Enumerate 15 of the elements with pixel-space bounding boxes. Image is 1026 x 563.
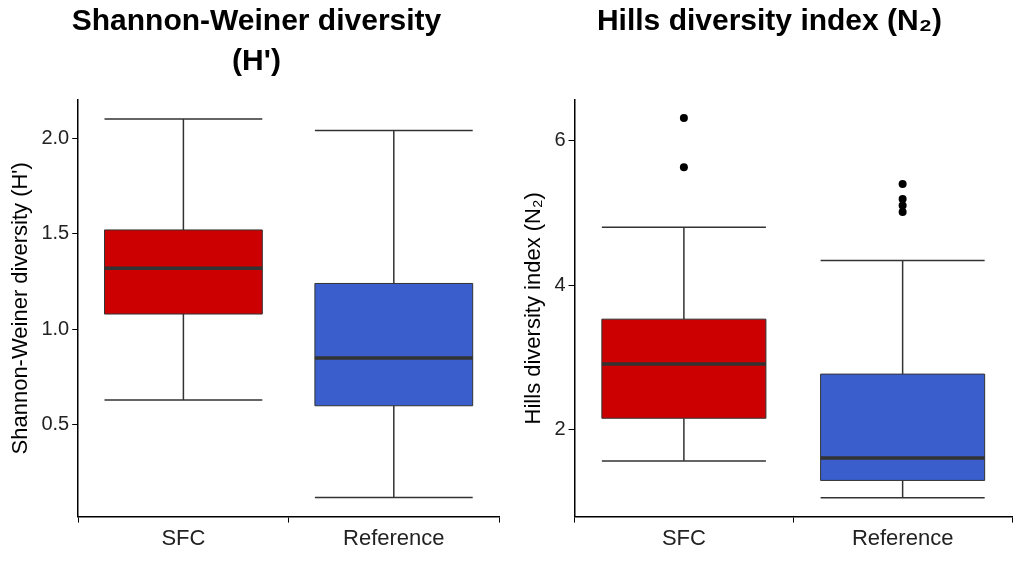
y-axis-title: Shannon-Weiner diversity (H'): [7, 162, 33, 455]
x-tick-label: Reference: [851, 524, 954, 550]
y-tick-label: 2.0: [41, 125, 70, 148]
y-tick-label: 0.5: [41, 412, 70, 435]
chart-title: Hills diversity index (N₂): [595, 2, 944, 38]
y-tick-label: 1.0: [41, 316, 70, 339]
y-tick-label: 6: [554, 128, 566, 151]
x-tick-label: SFC: [161, 524, 206, 550]
y-tick-label: 4: [554, 272, 566, 295]
x-tick-label: Reference: [343, 524, 445, 550]
x-tick-label: SFC: [661, 524, 706, 550]
y-axis-title: Hills diversity index (N₂): [520, 192, 546, 425]
y-tick-label: 2: [554, 417, 566, 440]
chart-title: Shannon-Weiner diversity (H'): [70, 2, 443, 78]
y-tick-label: 1.5: [41, 221, 70, 244]
